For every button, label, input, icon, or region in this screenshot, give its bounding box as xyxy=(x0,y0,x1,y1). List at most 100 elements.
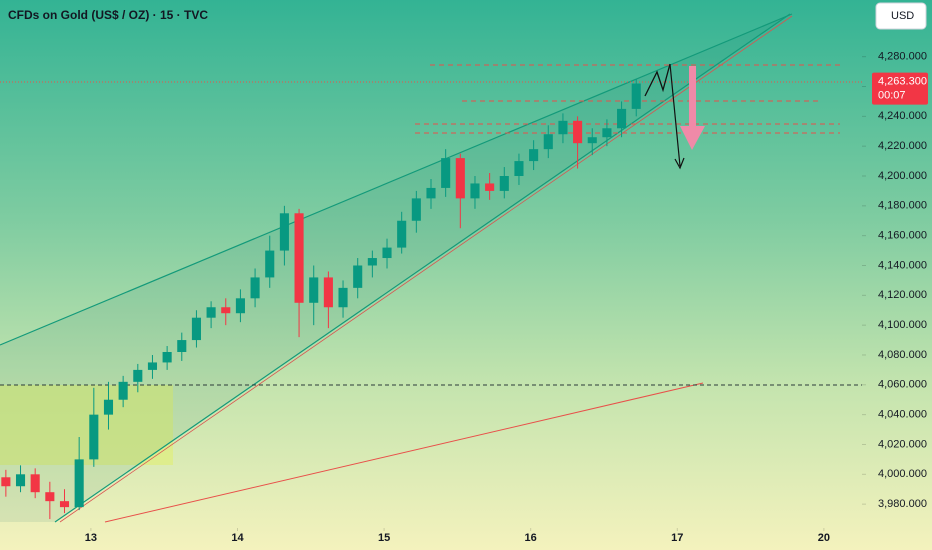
candle-body xyxy=(441,158,451,188)
wedge-lower xyxy=(54,13,791,523)
candle-body xyxy=(455,158,465,199)
candle xyxy=(411,190,421,233)
candle-body xyxy=(147,362,158,370)
candle xyxy=(485,173,495,200)
candle-body xyxy=(499,176,509,191)
wedge-fill xyxy=(0,14,792,522)
candle-body xyxy=(470,183,480,199)
candle-body xyxy=(74,459,84,508)
candle xyxy=(15,465,26,493)
candle xyxy=(455,153,465,229)
candle xyxy=(631,79,641,117)
candle xyxy=(558,113,568,144)
x-tick-label: 16 xyxy=(525,532,537,544)
candle xyxy=(529,140,539,171)
candle xyxy=(1,469,11,497)
zone-box xyxy=(0,385,173,465)
candle xyxy=(397,211,407,254)
candle-body xyxy=(309,277,319,303)
candle xyxy=(367,250,377,278)
candle xyxy=(191,310,201,348)
candle-body xyxy=(279,213,289,251)
last-price-label: 4,263.300 xyxy=(878,75,927,87)
y-tick-label: 4,280.000 xyxy=(878,51,927,63)
candle xyxy=(323,271,333,329)
chart-title: CFDs on Gold (US$ / OZ) · 15 · TVC xyxy=(8,8,208,22)
candle xyxy=(470,176,480,209)
projection-arrow xyxy=(669,63,681,167)
candle-body xyxy=(15,474,26,487)
y-tick-label: 4,200.000 xyxy=(878,170,927,182)
candle xyxy=(382,238,392,269)
trend-line xyxy=(104,382,704,523)
candle xyxy=(514,153,524,185)
candle-body xyxy=(631,83,641,109)
y-tick-label: 4,100.000 xyxy=(878,319,927,331)
candle-body xyxy=(485,183,495,191)
candle-body xyxy=(235,298,245,314)
y-tick-label: 4,220.000 xyxy=(878,140,927,152)
y-tick-label: 4,000.000 xyxy=(878,468,927,480)
pink-arrow-head xyxy=(680,126,705,150)
candle xyxy=(45,481,55,520)
candle xyxy=(162,346,172,370)
candle-body xyxy=(250,277,260,299)
y-tick-label: 4,060.000 xyxy=(878,379,927,391)
candle-body xyxy=(162,352,172,363)
countdown: 00:07 xyxy=(878,89,906,101)
y-tick-label: 4,080.000 xyxy=(878,349,927,361)
candle xyxy=(30,468,40,499)
candle xyxy=(103,381,114,430)
x-tick-label: 17 xyxy=(671,532,683,544)
currency: USD xyxy=(891,10,914,22)
candle xyxy=(543,125,553,159)
y-tick-label: 4,020.000 xyxy=(878,438,927,450)
candle-body xyxy=(206,307,216,318)
candle xyxy=(441,149,451,197)
candle-body xyxy=(221,307,231,314)
candle xyxy=(602,119,612,147)
candle-body xyxy=(177,340,187,352)
pink-arrow-shaft xyxy=(689,66,696,128)
candle-body xyxy=(602,128,612,138)
candle xyxy=(59,489,70,514)
candle-body xyxy=(59,501,70,508)
y-tick-label: 4,140.000 xyxy=(878,259,927,271)
m-pattern xyxy=(644,63,671,97)
candle xyxy=(309,265,319,326)
candle-body xyxy=(543,134,553,150)
candle xyxy=(499,167,509,199)
y-tick-label: 4,240.000 xyxy=(878,110,927,122)
candle xyxy=(206,301,216,329)
x-tick-label: 14 xyxy=(231,532,244,544)
y-tick-label: 4,040.000 xyxy=(878,409,927,421)
candle-body xyxy=(573,120,583,144)
candle xyxy=(89,387,99,467)
candle xyxy=(426,178,436,209)
candles xyxy=(1,79,641,520)
candle-body xyxy=(411,198,421,221)
candle-body xyxy=(426,187,436,199)
candle-body xyxy=(323,277,333,308)
x-tick-label: 15 xyxy=(378,532,390,544)
candle xyxy=(147,354,158,379)
candle xyxy=(177,332,187,361)
candle xyxy=(617,101,627,138)
candle-body xyxy=(367,258,377,266)
candle xyxy=(265,235,275,288)
candle-body xyxy=(514,161,524,176)
candle-body xyxy=(103,399,114,415)
projection-arrow-head xyxy=(674,157,685,170)
y-tick-label: 4,120.000 xyxy=(878,289,927,301)
candle-body xyxy=(265,250,275,278)
candle-body xyxy=(133,369,143,382)
candle xyxy=(573,116,583,169)
candle-body xyxy=(617,108,627,129)
candle-body xyxy=(353,265,363,288)
candle-body xyxy=(382,247,392,259)
candle-body xyxy=(30,474,40,493)
candle xyxy=(587,128,597,156)
candle-body xyxy=(397,220,407,248)
wedge-lower-red xyxy=(59,15,793,523)
